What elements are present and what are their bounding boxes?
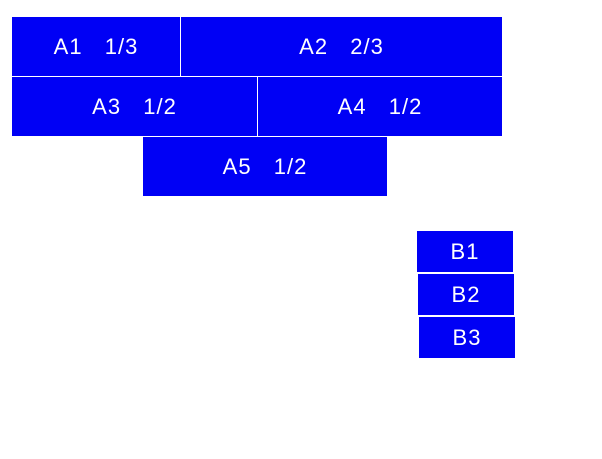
box-a1-label: A1 1/3 <box>53 33 139 59</box>
box-a2-label: A2 2/3 <box>299 33 384 59</box>
box-a3-label: A3 1/2 <box>92 93 177 119</box>
box-b3-label: B3 <box>452 324 482 350</box>
box-a5[interactable]: A5 1/2 <box>143 137 387 196</box>
box-a4-label: A4 1/2 <box>337 93 423 119</box>
box-a4[interactable]: A4 1/2 <box>258 77 502 136</box>
box-b3[interactable]: B3 <box>419 317 515 358</box>
box-a5-label: A5 1/2 <box>222 153 308 179</box>
box-b2-label: B2 <box>451 281 481 307</box>
box-a2[interactable]: A2 2/3 <box>181 17 502 76</box>
box-a3[interactable]: A3 1/2 <box>12 77 257 136</box>
box-a1[interactable]: A1 1/3 <box>12 17 180 76</box>
box-b1[interactable]: B1 <box>417 231 513 272</box>
box-b1-label: B1 <box>450 238 480 264</box>
box-b2[interactable]: B2 <box>418 274 514 315</box>
